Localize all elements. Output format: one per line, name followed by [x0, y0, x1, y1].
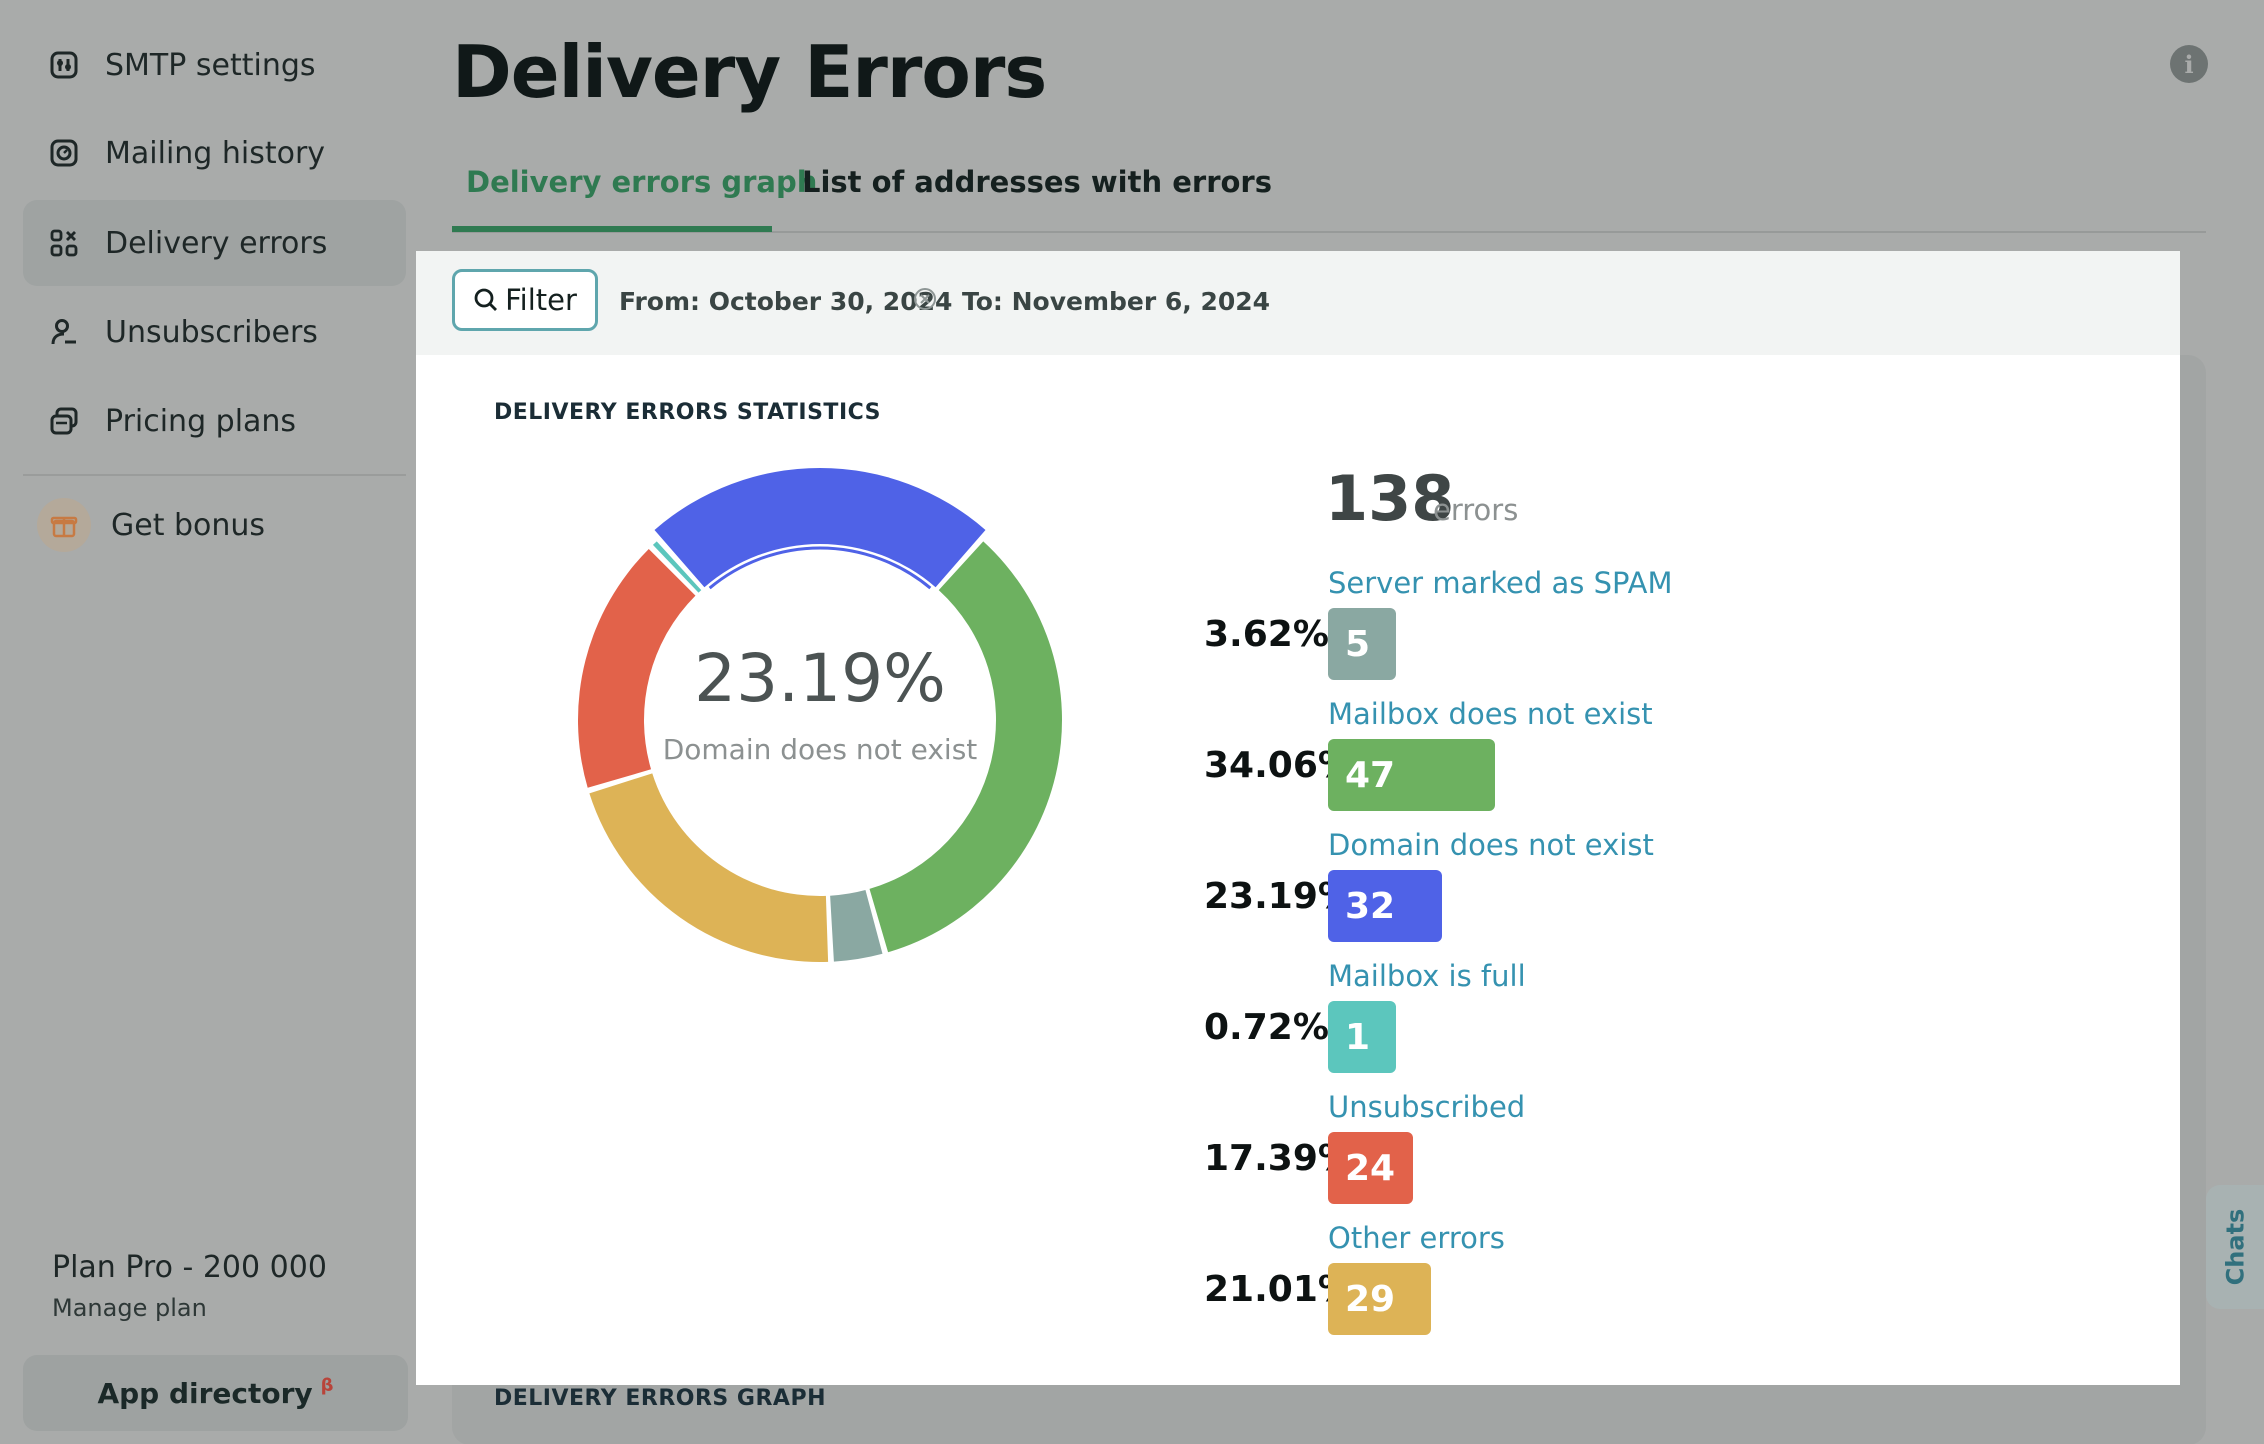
sidebar: SMTP settings Mailing history Delivery e…: [0, 0, 427, 1444]
app-directory-button[interactable]: App directory β: [23, 1355, 408, 1431]
errors-icon: [47, 226, 81, 260]
legend-count-bar-domain-does-not-exist: 32: [1328, 870, 1442, 942]
chats-tab-label: Chats: [2221, 1208, 2249, 1286]
legend-label-domain-does-not-exist[interactable]: Domain does not exist: [1328, 828, 1654, 862]
sidebar-item-label: Unsubscribers: [105, 314, 318, 350]
sidebar-item-unsubscribers[interactable]: Unsubscribers: [23, 289, 406, 375]
page-title: Delivery Errors: [452, 30, 1047, 114]
app-directory-label: App directory: [97, 1376, 313, 1410]
graph-section-title: DELIVERY ERRORS GRAPH: [494, 1386, 826, 1411]
legend-label-server-marked-as-spam[interactable]: Server marked as SPAM: [1328, 566, 1673, 600]
manage-plan-link[interactable]: Manage plan: [52, 1294, 207, 1322]
legend-label-unsubscribed[interactable]: Unsubscribed: [1328, 1090, 1526, 1124]
sidebar-item-smtp-settings[interactable]: SMTP settings: [23, 22, 406, 108]
legend-count-bar-unsubscribed: 24: [1328, 1132, 1413, 1204]
filter-bar: Filter From: October 30, 2024 To: Novemb…: [416, 251, 2180, 355]
user-icon: [47, 315, 81, 349]
legend-count-bar-mailbox-does-not-exist: 47: [1328, 739, 1495, 811]
filter-button[interactable]: Filter: [452, 269, 598, 331]
legend-count-bar-server-marked-as-spam: 5: [1328, 608, 1396, 680]
donut-highlight-arc: [708, 546, 932, 590]
total-errors-count: 138: [1325, 462, 1455, 535]
delivery-errors-donut-chart: [578, 468, 1062, 962]
beta-badge: β: [320, 1374, 334, 1396]
tabs-divider: [452, 231, 2206, 233]
donut-center-percentage: 23.19%: [694, 640, 946, 717]
donut-slice-unsubscribed[interactable]: [578, 548, 696, 788]
sidebar-item-label: Mailing history: [105, 135, 326, 171]
legend-percentage-mailbox-is-full: 0.72%: [1204, 1007, 1329, 1048]
sidebar-item-label: Get bonus: [111, 507, 266, 543]
legend-count-bar-mailbox-is-full: 1: [1328, 1001, 1396, 1073]
tab-delivery-errors-graph[interactable]: Delivery errors graph: [466, 165, 818, 199]
chats-tab[interactable]: Chats: [2206, 1185, 2264, 1309]
clear-date-icon[interactable]: [912, 286, 938, 312]
donut-center-label: Domain does not exist: [662, 733, 978, 766]
gift-icon: [37, 498, 91, 552]
info-icon[interactable]: i: [2170, 45, 2208, 83]
sidebar-item-mailing-history[interactable]: Mailing history: [23, 110, 406, 196]
plan-name: Plan Pro - 200 000: [52, 1250, 327, 1285]
history-icon: [47, 136, 81, 170]
statistics-title: DELIVERY ERRORS STATISTICS: [494, 400, 882, 425]
tab-addresses-with-errors[interactable]: List of addresses with errors: [802, 165, 1272, 199]
donut-slice-server-marked-as-spam[interactable]: [830, 890, 883, 962]
sidebar-item-delivery-errors[interactable]: Delivery errors: [23, 200, 406, 286]
smtp-icon: [47, 48, 81, 82]
sidebar-item-pricing-plans[interactable]: Pricing plans: [23, 378, 406, 464]
sidebar-item-label: Pricing plans: [105, 403, 297, 439]
donut-slice-other-errors[interactable]: [589, 773, 829, 962]
sidebar-item-label: Delivery errors: [105, 225, 328, 261]
date-from-label: From: October 30, 2024: [619, 287, 953, 316]
date-to-label: To: November 6, 2024: [962, 287, 1271, 316]
sidebar-item-get-bonus[interactable]: Get bonus: [23, 482, 406, 568]
legend-count-bar-other-errors: 29: [1328, 1263, 1431, 1335]
legend-percentage-server-marked-as-spam: 3.62%: [1204, 614, 1329, 655]
donut-slice-mailbox-does-not-exist[interactable]: [869, 541, 1062, 953]
search-icon: [474, 288, 498, 311]
active-tab-indicator: [452, 226, 772, 232]
pricing-icon: [47, 404, 81, 438]
legend-label-mailbox-is-full[interactable]: Mailbox is full: [1328, 959, 1526, 993]
donut-slice-domain-does-not-exist[interactable]: [654, 468, 986, 588]
sidebar-divider: [23, 474, 406, 476]
filter-button-label: Filter: [505, 283, 577, 317]
donut-slice-mailbox-is-full[interactable]: [652, 541, 702, 593]
legend-label-mailbox-does-not-exist[interactable]: Mailbox does not exist: [1328, 697, 1653, 731]
sidebar-item-label: SMTP settings: [105, 47, 316, 83]
total-errors-unit: errors: [1433, 493, 1519, 527]
legend-label-other-errors[interactable]: Other errors: [1328, 1221, 1505, 1255]
